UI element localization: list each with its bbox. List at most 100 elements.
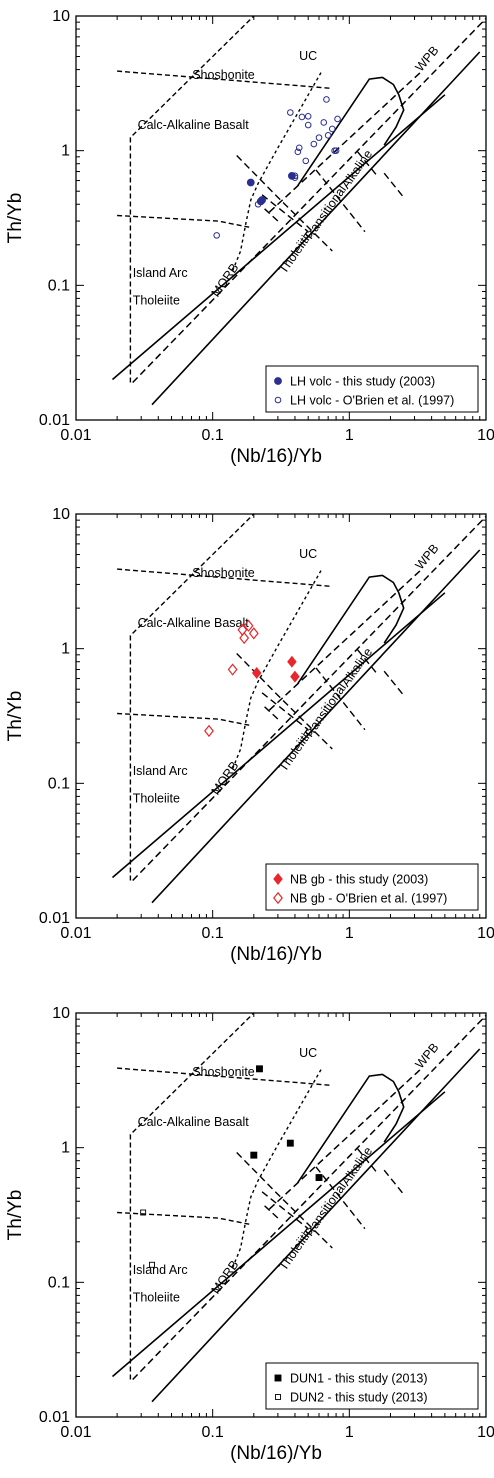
filled-diamond-marker: [290, 670, 300, 683]
island-arc-boundary: [117, 1211, 250, 1225]
x-tick-label: 10: [477, 925, 494, 942]
plot-frame: [75, 15, 487, 421]
chart-panel-1: 0.01 0.1 1 10 0.01 0.1 1 10 (Nb/16)/Yb Th/Yb UC Sho…: [5, 8, 494, 467]
open-diamond-marker: [227, 663, 238, 676]
open-circle-marker: [304, 121, 312, 129]
y-tick-label: 0.01: [39, 910, 70, 927]
tholeiitic-transitional-boundary: [261, 194, 309, 233]
chart-panel-2: 0.01 0.1 1 10 0.01 0.1 1 10 (Nb/16)/Yb Th/Yb UC Sho…: [5, 506, 494, 965]
open-circle-marker: [310, 140, 318, 148]
y-tick-label: 1: [61, 1140, 70, 1157]
open-circle-marker: [315, 134, 323, 141]
filled-circle-marker: [246, 178, 255, 187]
x-axis-title: (Nb/16)/Yb: [230, 1443, 322, 1464]
open-square-marker: [149, 1261, 155, 1268]
x-tick-label: 10: [477, 1424, 494, 1441]
filled-square-marker: [256, 1065, 263, 1073]
open-circle-marker: [320, 119, 328, 126]
y-tick-label: 0.01: [39, 1409, 70, 1426]
legend-entry: LH volc - this study (2003): [290, 375, 435, 389]
tholeiitic-transitional-boundary: [383, 172, 405, 198]
open-circle-marker: [294, 148, 302, 156]
mantle-array-dashed-line: [268, 1069, 421, 1210]
tholeiitic-transitional-boundary: [261, 1191, 309, 1230]
legend-entry: DUN2 - this study (2013): [290, 1391, 428, 1405]
y-tick-label: 10: [52, 1005, 70, 1022]
region-label: Tholeiite: [133, 294, 180, 308]
open-circle-marker: [254, 200, 262, 208]
y-tick-label: 0.1: [48, 1274, 70, 1291]
series-1: [251, 655, 300, 683]
open-circle-marker: [274, 396, 282, 404]
x-tick-label: 10: [477, 427, 494, 444]
y-tick-label: 0.1: [48, 775, 70, 792]
tholeiitic-transitional-boundary: [315, 667, 366, 731]
open-square-marker: [275, 1394, 281, 1400]
filled-circle-marker: [258, 196, 267, 204]
mantle-array-dashed-line: [268, 72, 421, 213]
axis-ticks: [75, 1013, 486, 1418]
open-circle-marker: [302, 157, 310, 165]
calc-alkaline-curve: [231, 1069, 322, 1269]
series-2: [140, 1209, 155, 1268]
region-label: WPB: [413, 541, 442, 572]
tholeiitic-transitional-boundary: [261, 692, 309, 731]
mantle-array-dashed-line: [132, 515, 486, 882]
y-axis-title: Th/Yb: [5, 1190, 26, 1241]
region-label: Transitional: [301, 681, 349, 742]
diagram-lines: [111, 16, 486, 406]
y-axis-title: Th/Yb: [5, 193, 26, 244]
morb-array-line: [151, 549, 481, 904]
open-circle-marker: [332, 147, 340, 154]
open-circle-marker: [328, 125, 336, 133]
region-label: MORB: [208, 759, 241, 798]
open-circle-marker: [291, 174, 299, 181]
region-label: Shoshonite: [192, 1065, 255, 1079]
legend-entry: NB gb - this study (2003): [290, 873, 428, 887]
filled-circle-marker: [274, 377, 282, 385]
tholeiitic-transitional-boundary: [315, 1166, 366, 1230]
chart-panel-3: 0.01 0.1 1 10 0.01 0.1 1 10 (Nb/16)/Yb Th/Yb UC Sho…: [5, 1005, 494, 1464]
x-tick-label: 0.1: [202, 427, 224, 444]
filled-diamond-marker: [273, 873, 283, 885]
open-diamond-marker: [248, 627, 259, 640]
legend: NB gb - this study (2003) NB gb - O'Brien…: [265, 863, 479, 911]
mantle-array-dashed-line: [132, 17, 486, 384]
x-tick-label: 0.01: [60, 427, 91, 444]
legend: DUN1 - this study (2013) DUN2 - this stud…: [265, 1362, 479, 1410]
region-label: MORB: [208, 261, 241, 300]
x-tick-label: 0.01: [60, 1424, 91, 1441]
tholeiitic-transitional-boundary: [315, 169, 366, 233]
legend-entry: NB gb - O'Brien et al. (1997): [290, 892, 447, 906]
tholeiitic-transitional-boundary: [357, 1148, 378, 1174]
open-circle-marker: [213, 232, 220, 239]
region-label: Calc-Alkaline Basalt: [138, 616, 250, 630]
region-label: Tholeiite: [133, 792, 180, 806]
filled-diamond-marker: [251, 667, 262, 679]
region-label: Calc-Alkaline Basalt: [138, 1115, 250, 1129]
y-tick-label: 0.01: [39, 412, 70, 429]
open-square-marker: [140, 1209, 147, 1216]
region-label: WPB: [413, 1040, 442, 1071]
shoshonite-boundary: [117, 568, 333, 588]
island-arc-boundary: [117, 712, 250, 726]
x-axis-title: (Nb/16)/Yb: [230, 446, 322, 467]
region-label: Calc-Alkaline Basalt: [138, 118, 250, 132]
x-tick-label: 0.1: [202, 925, 224, 942]
region-label: MORB: [208, 1258, 241, 1297]
open-diamond-marker: [204, 724, 214, 738]
plot-frame: [75, 1012, 487, 1418]
filled-square-marker: [274, 1374, 282, 1382]
wpb-field-outline: [297, 1073, 405, 1184]
series-2: [213, 96, 341, 239]
legend: LH volc - this study (2003) LH volc - O'B…: [265, 365, 479, 413]
calc-alkaline-boundary: [129, 16, 255, 383]
x-tick-label: 1: [345, 1424, 354, 1441]
morb-array-line: [111, 1091, 446, 1378]
shoshonite-boundary: [117, 1067, 333, 1087]
tholeiitic-transitional-boundary: [236, 155, 333, 252]
filled-square-marker: [250, 1151, 258, 1159]
region-label: WPB: [413, 43, 442, 74]
morb-array-line: [151, 1048, 481, 1403]
